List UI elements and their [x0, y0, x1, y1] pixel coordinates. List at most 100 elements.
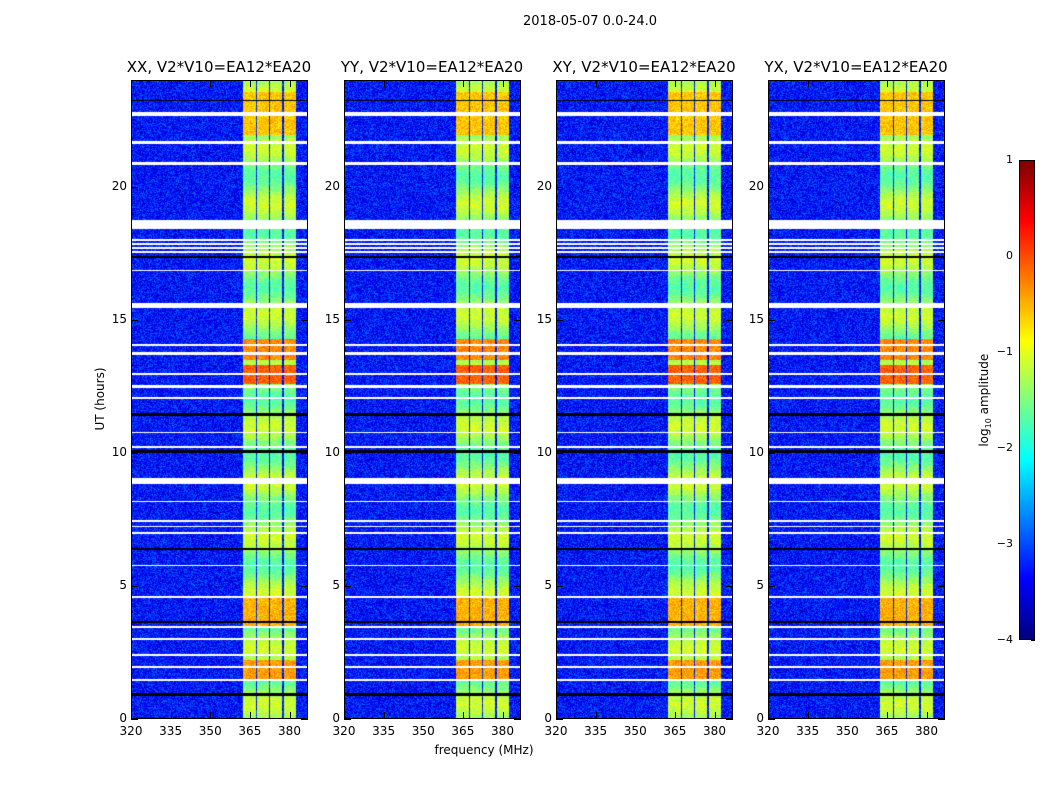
y-tick-mark	[938, 319, 945, 321]
y-tick-mark	[301, 186, 308, 188]
x-tick-mark	[170, 80, 172, 87]
colorbar-tick-label: −2	[996, 441, 1013, 454]
x-tick-mark	[556, 80, 557, 87]
heatmap-image	[769, 81, 944, 718]
y-tick-label: 20	[111, 178, 127, 193]
y-tick-label: 20	[536, 178, 552, 193]
x-tick-label: 380	[915, 724, 938, 738]
y-tick-mark	[514, 186, 521, 188]
y-tick-label: 10	[111, 444, 127, 459]
y-tick-mark	[301, 452, 308, 454]
heatmap-image	[345, 81, 520, 718]
y-axis-label: UT (hours)	[93, 367, 107, 431]
y-tick-label: 20	[324, 178, 340, 193]
y-tick-label: 15	[536, 311, 552, 326]
y-tick-label: 10	[748, 444, 764, 459]
panel-title: YY, V2*V10=EA12*EA20	[340, 58, 524, 76]
y-tick-label: 5	[544, 577, 552, 592]
heatmap-panel	[768, 80, 945, 719]
colorbar-label: log10 amplitude	[977, 335, 993, 465]
x-tick-mark	[714, 80, 716, 87]
panel-title: XX, V2*V10=EA12*EA20	[126, 58, 312, 76]
y-tick-mark	[938, 186, 945, 188]
x-axis-label: frequency (MHz)	[434, 743, 534, 757]
colorbar-tick-label: −3	[996, 537, 1013, 550]
y-tick-mark	[726, 719, 733, 720]
y-tick-mark	[726, 319, 733, 321]
x-tick-label: 350	[411, 724, 435, 738]
colorbar	[1019, 160, 1035, 640]
colorbar-label-sub: 10	[984, 418, 994, 429]
x-tick-mark	[423, 80, 425, 87]
x-tick-mark	[170, 712, 172, 719]
x-tick-label: 365	[451, 724, 475, 738]
y-tick-label: 5	[756, 577, 764, 592]
x-tick-mark	[807, 80, 809, 87]
y-tick-mark	[344, 452, 351, 454]
x-tick-label: 335	[796, 724, 820, 738]
y-tick-mark	[938, 719, 945, 720]
x-tick-mark	[462, 712, 464, 719]
x-tick-mark	[289, 712, 291, 719]
y-tick-mark	[768, 186, 775, 188]
x-tick-label: 350	[198, 724, 222, 738]
x-tick-mark	[344, 80, 345, 87]
colorbar-tick-label: 1	[1006, 153, 1013, 166]
x-tick-mark	[249, 80, 251, 87]
x-tick-mark	[714, 712, 716, 719]
x-tick-mark	[674, 80, 676, 87]
y-tick-mark	[938, 452, 945, 454]
y-tick-mark	[131, 585, 138, 587]
x-tick-label: 335	[584, 724, 608, 738]
x-tick-mark	[131, 712, 132, 719]
y-tick-label: 20	[748, 178, 764, 193]
x-tick-label: 365	[663, 724, 687, 738]
y-tick-label: 0	[544, 711, 552, 725]
colorbar-tick-label: −4	[996, 633, 1013, 646]
x-tick-mark	[556, 712, 557, 719]
x-tick-mark	[847, 80, 849, 87]
y-tick-label: 0	[756, 711, 764, 725]
x-tick-mark	[289, 80, 291, 87]
panel-title: YX, V2*V10=EA12*EA20	[764, 58, 948, 76]
y-tick-label: 0	[119, 711, 127, 725]
y-tick-mark	[344, 719, 351, 720]
x-tick-mark	[502, 80, 504, 87]
x-tick-label: 320	[119, 724, 143, 738]
y-tick-mark	[556, 719, 563, 720]
y-tick-label: 15	[324, 311, 340, 326]
y-tick-label: 15	[748, 311, 764, 326]
heatmap-image	[557, 81, 732, 718]
heatmap-panel	[344, 80, 521, 719]
y-tick-label: 0	[332, 711, 340, 725]
x-tick-label: 320	[544, 724, 568, 738]
y-tick-label: 5	[119, 577, 127, 592]
y-tick-mark	[726, 452, 733, 454]
colorbar-label-log: log	[976, 428, 991, 447]
y-tick-mark	[514, 585, 521, 587]
x-tick-mark	[344, 712, 345, 719]
y-tick-label: 5	[332, 577, 340, 592]
y-tick-mark	[556, 319, 563, 321]
panel-title: XY, V2*V10=EA12*EA20	[552, 58, 736, 76]
x-tick-mark	[210, 712, 212, 719]
colorbar-label-rest: amplitude	[976, 353, 991, 419]
x-tick-mark	[674, 712, 676, 719]
y-tick-mark	[301, 319, 308, 321]
x-tick-label: 380	[703, 724, 726, 738]
y-tick-mark	[344, 186, 351, 188]
figure-title: 2018-05-07 0.0-24.0	[523, 14, 657, 29]
colorbar-tick-mark	[1031, 640, 1035, 641]
y-tick-label: 15	[111, 311, 127, 326]
x-tick-mark	[635, 712, 637, 719]
x-tick-mark	[886, 712, 888, 719]
x-tick-mark	[847, 712, 849, 719]
y-tick-mark	[344, 585, 351, 587]
y-tick-mark	[344, 319, 351, 321]
y-tick-mark	[726, 186, 733, 188]
y-tick-mark	[556, 585, 563, 587]
y-tick-mark	[768, 719, 775, 720]
y-tick-mark	[556, 452, 563, 454]
y-tick-mark	[301, 719, 308, 720]
y-tick-label: 10	[536, 444, 552, 459]
